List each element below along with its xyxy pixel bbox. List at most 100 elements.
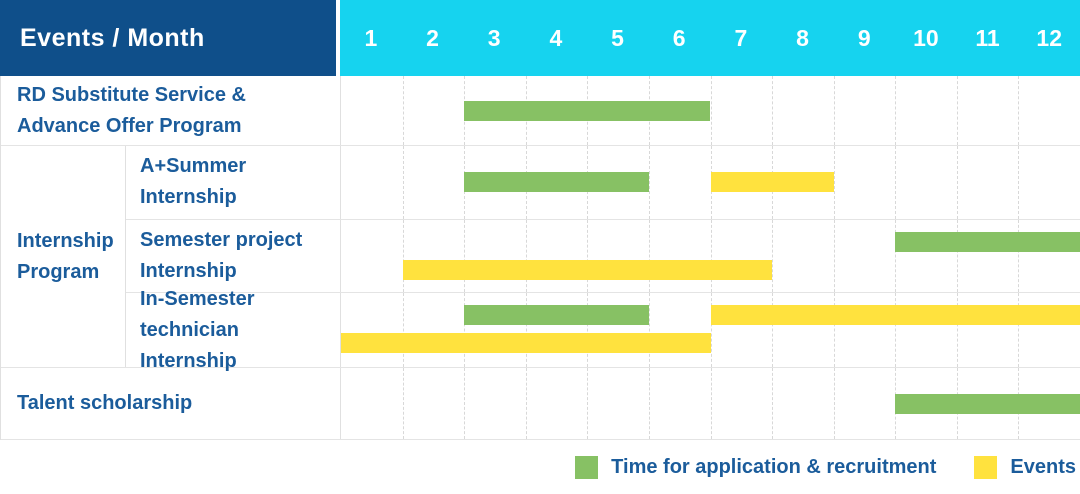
row-label: A+Summer Internship	[126, 146, 341, 219]
month-gridline	[648, 219, 650, 292]
legend-item-events: Events	[974, 455, 1076, 479]
events-month-header-cell: Events / Month	[0, 0, 336, 76]
month-gridline	[772, 293, 774, 367]
row-label-line: Talent scholarship	[17, 392, 193, 414]
month-gridline	[956, 76, 958, 145]
gantt-bar-application	[464, 305, 649, 325]
row-label-line: Internship	[140, 259, 237, 282]
month-gridline	[710, 368, 712, 439]
table-body: RD Substitute Service & Advance Offer Pro…	[0, 76, 1080, 440]
row-label: In-Semester technician Internship	[126, 288, 341, 372]
month-gridline	[464, 368, 466, 439]
month-gridline	[464, 293, 466, 367]
month-gridline	[895, 293, 897, 367]
gantt-bar-event	[402, 259, 773, 280]
month-header-cell: 7	[734, 24, 748, 51]
month-gridline	[402, 293, 404, 367]
month-gridline	[402, 368, 404, 439]
gantt-bar-application	[895, 393, 1080, 414]
month-header-cell: 4	[549, 24, 563, 51]
month-gridline	[895, 219, 897, 292]
month-header-cell: 2	[426, 24, 439, 51]
month-gridline	[525, 293, 527, 367]
month-header-cell: 12	[1036, 24, 1063, 51]
month-gridline	[587, 293, 589, 367]
gantt-bar-application	[464, 100, 711, 121]
month-gridline	[525, 368, 527, 439]
month-header-cell: 11	[975, 24, 1000, 51]
gantt-bar-application	[464, 172, 649, 193]
month-gridline	[587, 219, 589, 292]
group-label-line: Program	[17, 260, 100, 283]
row-label-line: Advance Offer Program	[17, 114, 242, 137]
month-gridline	[402, 76, 404, 145]
legend-label-events: Events	[1010, 455, 1076, 478]
month-header-cell: 8	[796, 24, 809, 51]
month-gridline	[1018, 293, 1020, 367]
group-label: Internship Program	[1, 146, 126, 367]
month-gridline	[1018, 219, 1020, 292]
row-label-line: RD Substitute Service &	[17, 83, 246, 106]
month-gridline	[464, 219, 466, 292]
month-header-cell: 1	[364, 24, 378, 51]
month-gridline	[402, 146, 404, 219]
row-label-line: technician Internship	[140, 318, 239, 372]
month-gridline	[710, 76, 712, 145]
table-row: Talent scholarship	[1, 368, 1080, 440]
month-gridline	[402, 219, 404, 292]
header-divider	[336, 0, 340, 76]
group-label-line: Internship	[17, 229, 114, 252]
gantt-bar-event	[341, 333, 711, 353]
month-gridline	[833, 368, 835, 439]
row-label-line: A+Summer	[140, 155, 247, 178]
month-gridline	[648, 368, 650, 439]
month-gridline	[833, 219, 835, 292]
gantt-bar-event	[710, 305, 1080, 325]
application-swatch-icon	[575, 455, 599, 479]
table-row: A+Summer Internship	[126, 146, 1080, 220]
month-gridline	[772, 76, 774, 145]
month-gridline	[895, 76, 897, 145]
gantt-row-cell	[341, 76, 1080, 145]
table-row: RD Substitute Service & Advance Offer Pro…	[1, 76, 1080, 146]
month-gridline	[587, 368, 589, 439]
group-rows: A+Summer Internship Semester project Inter…	[126, 146, 1080, 372]
month-gridline	[772, 219, 774, 292]
month-gridline	[525, 219, 527, 292]
month-gridline	[833, 293, 835, 367]
month-gridline	[648, 146, 650, 219]
month-gridline	[833, 146, 835, 219]
month-header-cell: 5	[611, 24, 624, 51]
month-gridline	[833, 76, 835, 145]
row-label-line: In-Semester	[140, 287, 255, 310]
month-gridline	[710, 219, 712, 292]
gantt-row-cell	[341, 293, 1080, 367]
row-label-line: Semester project	[140, 228, 303, 251]
row-label: Talent scholarship	[1, 368, 341, 439]
gantt-row-cell	[341, 146, 1080, 219]
table-header: Events / Month 1 2 3 4 5 6 7 8 9 10 11 12	[0, 0, 1080, 76]
month-header-cell: 6	[672, 24, 686, 51]
row-label: RD Substitute Service & Advance Offer Pro…	[1, 76, 341, 145]
month-gridline	[1018, 76, 1020, 145]
month-header-cell: 9	[857, 24, 871, 51]
month-header-cell: 3	[487, 24, 501, 51]
month-header-row: 1 2 3 4 5 6 7 8 9 10 11 12	[340, 0, 1080, 76]
legend: Time for application & recruitment Event…	[0, 440, 1080, 494]
table-row: Semester project Internship	[126, 219, 1080, 293]
month-header-cell: 10	[913, 24, 939, 51]
row-label-line: Internship	[140, 186, 237, 209]
month-gridline	[956, 219, 958, 292]
gantt-bar-application	[895, 231, 1080, 252]
events-month-header-label: Events / Month	[20, 23, 205, 52]
internship-program-group: Internship Program A+Summer Internship Sem…	[1, 146, 1080, 372]
legend-label-application: Time for application & recruitment	[611, 455, 937, 478]
events-swatch-icon	[974, 455, 998, 479]
table-row: In-Semester technician Internship	[126, 288, 1080, 372]
legend-item-application: Time for application & recruitment	[575, 455, 937, 479]
month-gridline	[956, 146, 958, 219]
month-gridline	[710, 293, 712, 367]
gantt-row-cell	[341, 219, 1080, 292]
gantt-bar-event	[710, 172, 834, 193]
